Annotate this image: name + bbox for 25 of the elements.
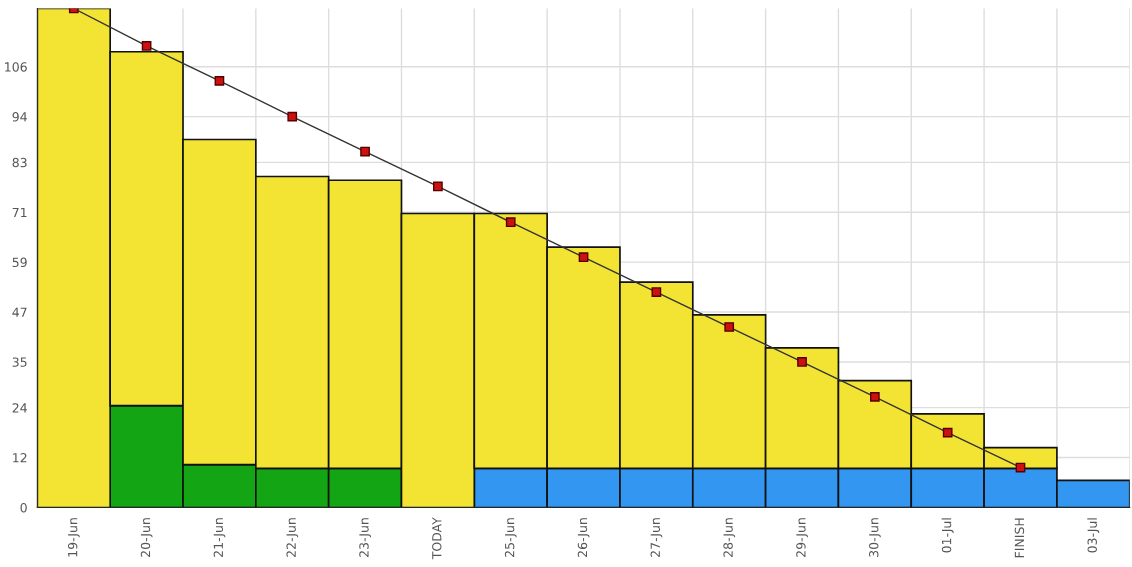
x-tick-label: 22-Jun [286, 518, 299, 557]
x-tick-label: 23-Jun [359, 518, 372, 557]
x-tick-label: FINISH [1014, 518, 1025, 558]
x-tick-label: 01-Jul [941, 518, 954, 553]
x-tick-label: TODAY [432, 517, 442, 560]
y-tick-label: 106 [5, 62, 27, 72]
y-tick-label: 94 [12, 112, 27, 122]
x-tick-label: 30-Jun [869, 518, 881, 557]
x-tick-label: 19-Jun [67, 518, 80, 557]
x-tick-label: 25-Jun [504, 518, 517, 557]
y-tick-label: 35 [12, 357, 27, 367]
x-tick-label: 20-Jun [140, 518, 153, 557]
y-tick-label: 83 [12, 157, 27, 168]
x-tick-label: 27-Jun [650, 518, 663, 557]
y-tick-label: 59 [12, 257, 27, 268]
x-tick-label: 26-Jun [577, 518, 590, 557]
y-tick-label: 24 [12, 403, 27, 413]
x-tick-label: 29-Jun [796, 518, 808, 557]
x-tick-label: 28-Jun [723, 518, 736, 557]
y-tick-label: 71 [12, 207, 27, 217]
x-tick-label: 03-Jul [1087, 518, 1100, 553]
y-tick-label: 12 [13, 453, 27, 463]
y-tick-label: 0 [20, 502, 27, 513]
y-tick-label: 47 [12, 307, 27, 317]
x-tick-label: 21-Jun [213, 518, 226, 557]
